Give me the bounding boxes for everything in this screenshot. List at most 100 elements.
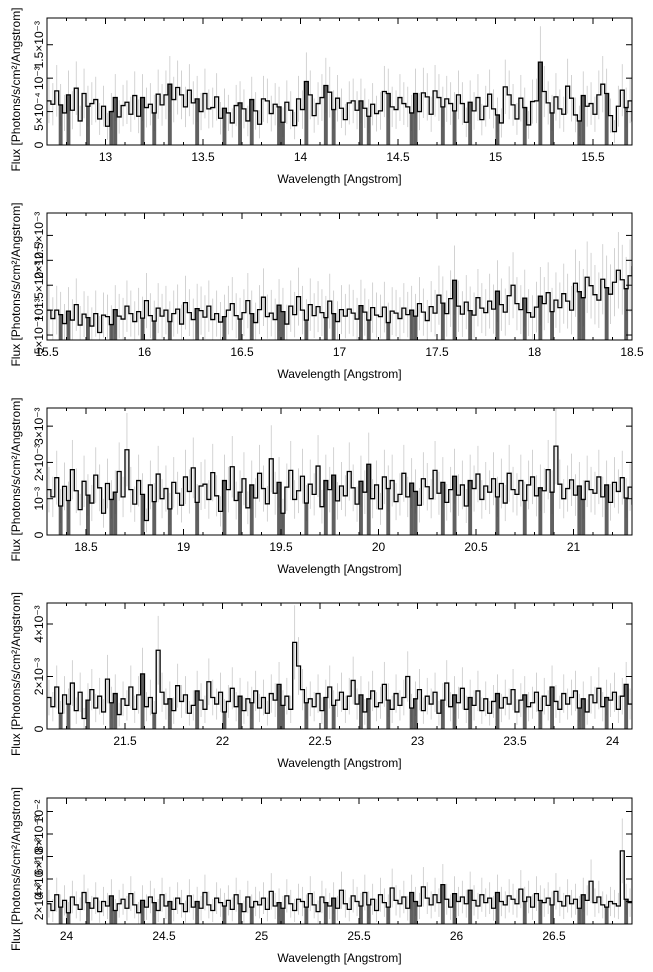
bin-fill (113, 309, 118, 340)
y-axis-title: Flux [Photons/s/cm²/Angstrom] (9, 592, 23, 756)
bin-fill (304, 907, 309, 924)
bin-fill (624, 899, 629, 924)
bin-fill (66, 311, 71, 340)
bin-fill (577, 908, 582, 924)
bin-fill (277, 482, 281, 535)
bin-fill (140, 318, 145, 340)
bin-fill (522, 901, 527, 924)
bin-fill (386, 907, 391, 924)
x-tick-label: 19 (177, 540, 191, 554)
y-tick-label: 2.5×10⁻³ (32, 212, 46, 259)
x-tick-label: 17 (333, 345, 347, 359)
x-tick-label: 26.5 (542, 929, 566, 943)
x-tick-label: 24 (606, 734, 620, 748)
bin-fill (109, 895, 114, 924)
bin-fill (249, 702, 254, 729)
bin-fill (359, 305, 363, 340)
x-tick-label: 26 (450, 929, 464, 943)
x-axis-title: Wavelength [Angstrom] (277, 951, 401, 965)
y-axis-title: Flux [Photons/s/cm²/Angstrom] (9, 7, 23, 171)
bin-fill (249, 99, 254, 145)
bin-fill (323, 902, 328, 924)
bin-fill (577, 708, 582, 729)
x-axis-title: Wavelength [Angstrom] (277, 367, 401, 381)
bin-fill (152, 321, 157, 340)
bin-fill (359, 481, 363, 535)
bin-fill (238, 319, 242, 340)
bin-fill (581, 297, 586, 340)
bin-fill (195, 690, 200, 729)
bin-fill (152, 501, 157, 535)
y-tick-label: 4×10⁻³ (32, 860, 46, 897)
bin-fill (195, 502, 200, 535)
y-tick-label: 1.5×10⁻³ (32, 21, 46, 68)
y-tick-label: 5×10⁻⁴ (32, 316, 46, 355)
bin-fill (109, 111, 114, 145)
error-bars (48, 26, 631, 144)
x-tick-label: 16.5 (230, 345, 254, 359)
error-bars (48, 408, 631, 533)
x-tick-label: 25.5 (347, 929, 371, 943)
bin-fill (86, 106, 90, 145)
bin-fill (366, 904, 371, 924)
bin-fill (249, 313, 254, 340)
bin-fill (66, 500, 71, 535)
y-tick-label: 3×10⁻³ (32, 407, 46, 444)
bin-fill (152, 112, 157, 145)
y-axis-title: Flux [Photons/s/cm²/Angstrom] (9, 202, 23, 366)
bin-fill (331, 705, 336, 729)
bin-fill (152, 713, 157, 729)
bin-fill (238, 492, 242, 535)
bin-fill (113, 910, 118, 924)
y-tick-label: 0 (32, 725, 46, 732)
x-tick-label: 18.5 (74, 540, 98, 554)
x-tick-label: 21 (567, 540, 581, 554)
y-axis: 0 2×10⁻³ 4×10⁻³ (32, 605, 632, 732)
bin-fill (281, 513, 285, 535)
bin-fill (86, 700, 90, 729)
bin-fill (86, 317, 90, 340)
bin-fill (195, 98, 200, 145)
bin-fill (440, 303, 445, 340)
bin-fill (550, 311, 554, 340)
bin-fill (495, 291, 500, 340)
bin-fill (522, 500, 527, 535)
bin-fill (366, 116, 371, 145)
bin-fill (522, 298, 527, 340)
y-axis: 0 10⁻³ 2×10⁻³3×10⁻³ (32, 407, 632, 538)
plot-area (47, 408, 632, 535)
bin-fill (66, 912, 71, 924)
bin-fill (452, 280, 457, 340)
spectrum-line (47, 445, 632, 522)
bin-fill (624, 288, 629, 340)
bin-fill (249, 907, 254, 924)
bin-fill (550, 904, 554, 924)
bin-fill (109, 324, 114, 340)
y-tick-label: 2×10⁻³ (32, 658, 46, 695)
x-tick-label: 24.5 (152, 929, 176, 943)
bin-fill (58, 505, 63, 535)
y-tick-label: 6×10⁻³ (32, 838, 46, 875)
bin-fill (468, 480, 473, 535)
bin-fill (359, 906, 363, 924)
spectrum-line (47, 850, 632, 914)
bin-fill (58, 314, 63, 340)
bin-fill (413, 698, 418, 729)
x-tick-label: 15 (489, 150, 503, 164)
bin-fill (281, 122, 285, 145)
x-axis: 18.5 19 19.5 20 20.5 21 (46, 408, 633, 554)
bin-fill (86, 902, 90, 924)
bin-fill (581, 95, 586, 145)
bin-fill (222, 108, 227, 145)
x-tick-label: 22.5 (308, 734, 332, 748)
bin-fill (604, 907, 609, 924)
bin-fill (323, 85, 328, 145)
y-tick-label: 0 (32, 531, 46, 538)
x-tick-label: 22 (216, 734, 230, 748)
bin-fill (140, 494, 145, 535)
bin-fill (366, 698, 371, 729)
bin-fill (604, 484, 609, 535)
bin-fill (66, 704, 71, 729)
bin-fill (632, 267, 636, 340)
plot-area (47, 818, 632, 924)
